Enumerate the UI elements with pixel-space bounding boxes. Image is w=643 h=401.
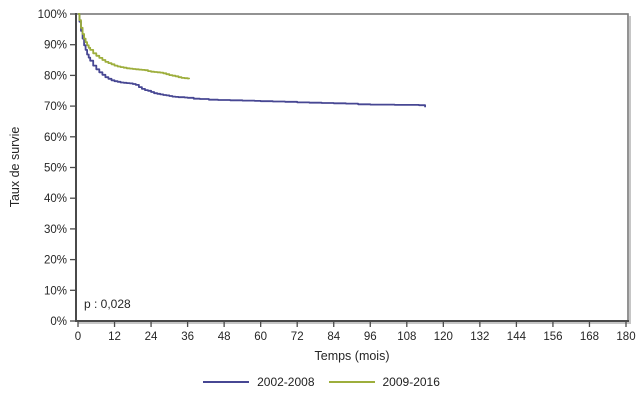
plot-frame (75, 13, 629, 322)
x-tick-label: 12 (108, 331, 121, 343)
p-value-annotation: p : 0,028 (84, 297, 131, 311)
x-tick-label: 0 (75, 331, 81, 343)
x-tick-label: 72 (291, 331, 304, 343)
y-tick-label: 100% (38, 9, 67, 21)
y-tick-label: 50% (44, 163, 67, 175)
y-tick-label: 90% (44, 40, 67, 52)
x-tick-label: 144 (507, 331, 527, 343)
y-tick-label: 20% (44, 255, 67, 267)
series-line-2009-2016 (78, 13, 190, 80)
x-axis-title: Temps (mois) (314, 349, 390, 363)
y-tick-label: 80% (44, 70, 67, 82)
y-tick-label: 70% (44, 101, 67, 113)
y-tick-label: 40% (44, 193, 67, 205)
x-tick-label: 96 (364, 331, 377, 343)
legend: 2002-2008 2009-2016 (0, 373, 643, 391)
x-tick-label: 120 (434, 331, 453, 343)
legend-line-swatch-2002-2008 (203, 381, 250, 383)
series-line-2002-2008 (78, 13, 426, 108)
x-tick-label: 36 (181, 331, 194, 343)
x-tick-label: 60 (254, 331, 267, 343)
y-tick-label: 0% (50, 316, 67, 328)
y-tick-label: 10% (44, 285, 67, 297)
x-tick-label: 180 (616, 331, 635, 343)
legend-item-2002-2008: 2002-2008 (203, 375, 315, 389)
x-tick-label: 168 (580, 331, 599, 343)
y-axis-title: Taux de survie (8, 126, 22, 208)
legend-line-swatch-2009-2016 (328, 381, 375, 383)
x-tick-label: 132 (470, 331, 489, 343)
x-tick-label: 84 (327, 331, 340, 343)
y-tick-label: 60% (44, 132, 67, 144)
x-tick-label: 108 (397, 331, 416, 343)
plot-frame-shadow (78, 16, 631, 324)
legend-label-2009-2016: 2009-2016 (382, 375, 440, 389)
legend-item-2009-2016: 2009-2016 (328, 375, 440, 389)
x-tick-label: 24 (145, 331, 158, 343)
x-tick-label: 48 (218, 331, 231, 343)
legend-label-2002-2008: 2002-2008 (257, 375, 315, 389)
y-tick-label: 30% (44, 224, 67, 236)
x-tick-label: 156 (543, 331, 562, 343)
